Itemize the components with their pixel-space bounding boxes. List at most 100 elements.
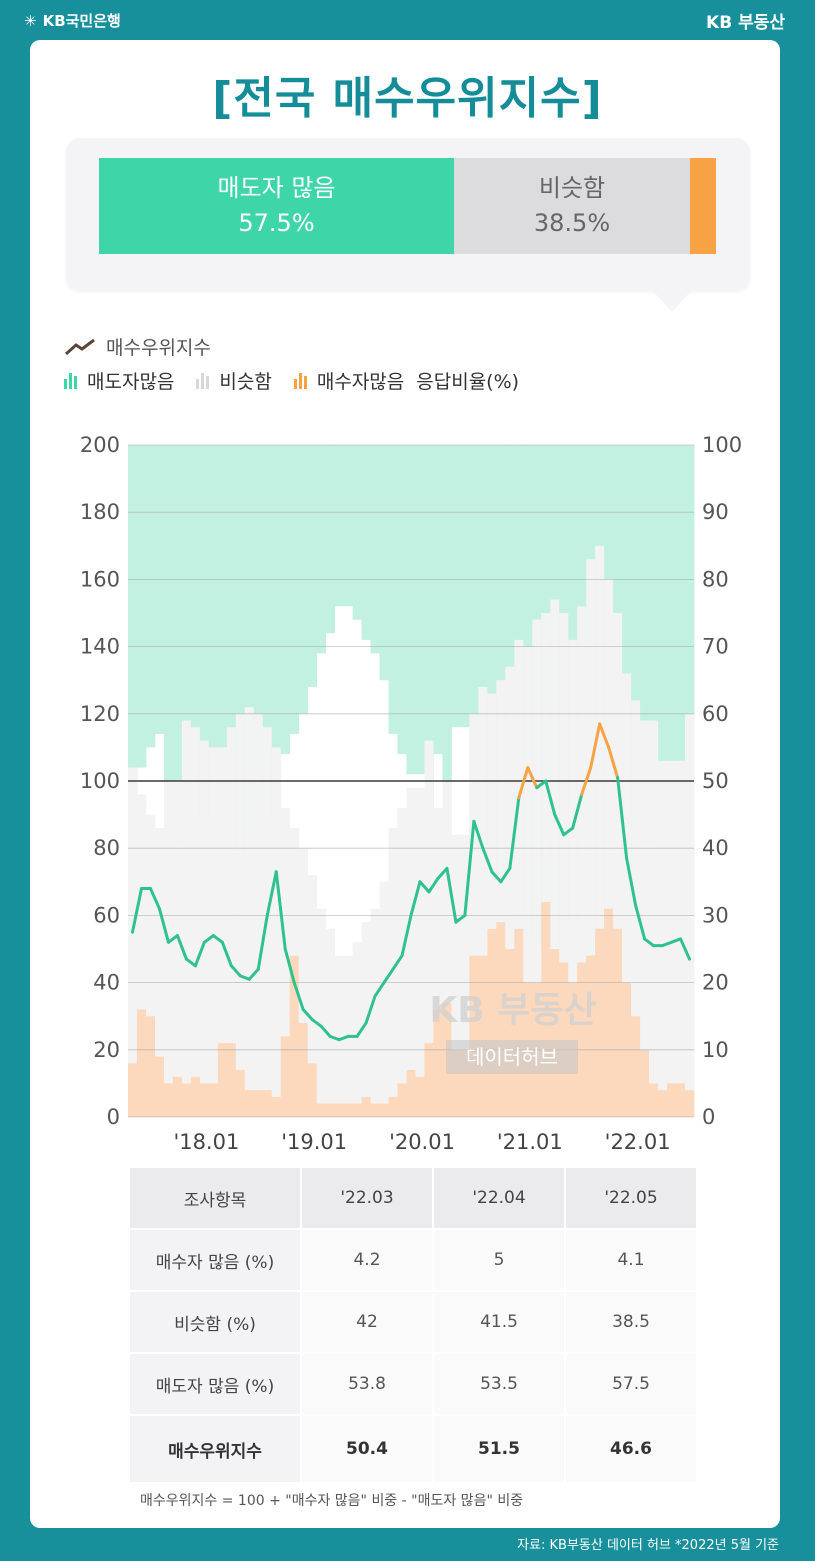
buy-bar xyxy=(370,1103,380,1117)
table-row: 매도자 많음 (%) 53.8 53.5 57.5 xyxy=(128,1352,698,1416)
sell-bar xyxy=(397,445,407,755)
buy-bar xyxy=(577,962,587,1117)
sell-bar xyxy=(172,445,183,781)
index-line-segment xyxy=(508,796,521,870)
right-tick-label: 20 xyxy=(702,971,729,995)
index-line-segment xyxy=(238,974,251,981)
same-bar xyxy=(505,666,515,949)
same-bar xyxy=(271,747,282,1097)
buy-bar xyxy=(379,1103,389,1117)
index-line-segment xyxy=(598,722,611,749)
same-bar xyxy=(307,875,318,1064)
buy-bar xyxy=(640,1049,650,1117)
sell-bar xyxy=(667,445,677,802)
sell-bar xyxy=(244,445,255,855)
sell-bar xyxy=(199,445,210,822)
table-cell: 46.6 xyxy=(564,1414,698,1484)
sell-bar xyxy=(280,445,291,755)
table-header-row: 조사항목 '22.03 '22.04 '22.05 xyxy=(128,1166,698,1230)
index-line-segment xyxy=(490,870,503,884)
legend-same-label: 비슷함 xyxy=(219,371,272,393)
same-bar xyxy=(559,613,569,963)
index-line-segment xyxy=(274,870,287,951)
index-line-segment xyxy=(481,846,494,874)
sell-bar xyxy=(361,445,371,640)
buy-bar xyxy=(136,1009,147,1117)
same-bar xyxy=(667,760,677,1084)
same-bar xyxy=(613,613,623,929)
buy-bar xyxy=(406,1069,416,1117)
sell-bar xyxy=(487,445,497,869)
buy-bar xyxy=(235,1069,246,1117)
sell-bar xyxy=(208,445,219,815)
index-line-segment xyxy=(247,967,260,981)
index-line-segment xyxy=(301,1007,314,1022)
sell-bar xyxy=(217,445,228,815)
same-bar xyxy=(343,955,354,1104)
same-bar xyxy=(685,713,695,1091)
sell-bar xyxy=(451,445,461,728)
table-cell: 4.1 xyxy=(564,1228,698,1292)
sell-bar xyxy=(190,445,201,835)
same-bar xyxy=(523,646,533,983)
table-row: 매수자 많음 (%) 4.2 5 4.1 xyxy=(128,1228,698,1292)
sell-bar xyxy=(181,445,192,842)
sell-bar xyxy=(631,445,641,862)
buy-bar xyxy=(217,1043,228,1117)
same-bar xyxy=(595,545,605,929)
same-bar xyxy=(352,942,362,1104)
index-line-segment xyxy=(499,866,512,884)
same-bar xyxy=(649,720,659,1084)
right-tick-label: 10 xyxy=(702,1038,729,1062)
row-label: 매수우위지수 xyxy=(128,1414,302,1484)
buy-bar xyxy=(352,1103,362,1117)
buy-bar xyxy=(433,1009,443,1117)
index-line-segment xyxy=(436,866,449,880)
sell-bar xyxy=(226,445,237,835)
buy-bar xyxy=(388,1096,398,1117)
buy-bar xyxy=(289,955,300,1117)
buy-bar xyxy=(343,1103,354,1117)
same-bar xyxy=(496,680,506,923)
table-cell: 42 xyxy=(300,1290,434,1354)
table-header: 조사항목 xyxy=(128,1166,302,1230)
same-bar xyxy=(199,740,210,1084)
sell-bar xyxy=(649,445,659,842)
bar-swatch-icon xyxy=(196,372,210,389)
buy-bar xyxy=(595,928,605,1117)
same-bar xyxy=(163,781,174,1084)
index-line-segment xyxy=(229,964,242,978)
buy-bar xyxy=(361,1096,371,1117)
summary-same-segment: 비슷함 38.5% xyxy=(454,158,690,254)
row-label: 비슷함 (%) xyxy=(128,1290,302,1354)
same-bar xyxy=(325,928,336,1104)
table-cell: 41.5 xyxy=(432,1290,566,1354)
source-note: 자료: KB부동산 데이터 허브 *2022년 5월 기준 xyxy=(517,1538,779,1553)
table-row: 매수우위지수 50.4 51.5 46.6 xyxy=(128,1414,698,1484)
same-bar xyxy=(550,599,560,949)
sell-bar xyxy=(478,445,488,876)
same-bar xyxy=(316,908,327,1104)
sell-bar xyxy=(163,445,174,781)
same-bar xyxy=(253,713,264,1091)
same-bar xyxy=(478,686,488,956)
index-line-segment xyxy=(184,957,197,968)
index-line-segment xyxy=(679,937,692,961)
index-line-segment xyxy=(391,954,404,971)
buy-bar xyxy=(181,1083,192,1117)
sell-bar xyxy=(388,445,398,734)
sell-bar xyxy=(379,445,389,681)
x-tick-label: '18.01 xyxy=(173,1130,239,1154)
same-bar xyxy=(334,955,345,1104)
bank-logo-text: KB국민은행 xyxy=(42,12,121,30)
sell-bar xyxy=(325,445,336,634)
sell-bar xyxy=(640,445,650,842)
line-trend-icon xyxy=(64,338,95,355)
same-bar xyxy=(298,848,309,1023)
index-line-segment xyxy=(634,903,647,941)
index-line-segment xyxy=(157,907,170,944)
buy-bar xyxy=(397,1083,407,1117)
buy-bar xyxy=(460,1049,470,1117)
buy-bar xyxy=(505,949,515,1117)
buy-bar xyxy=(496,922,506,1117)
